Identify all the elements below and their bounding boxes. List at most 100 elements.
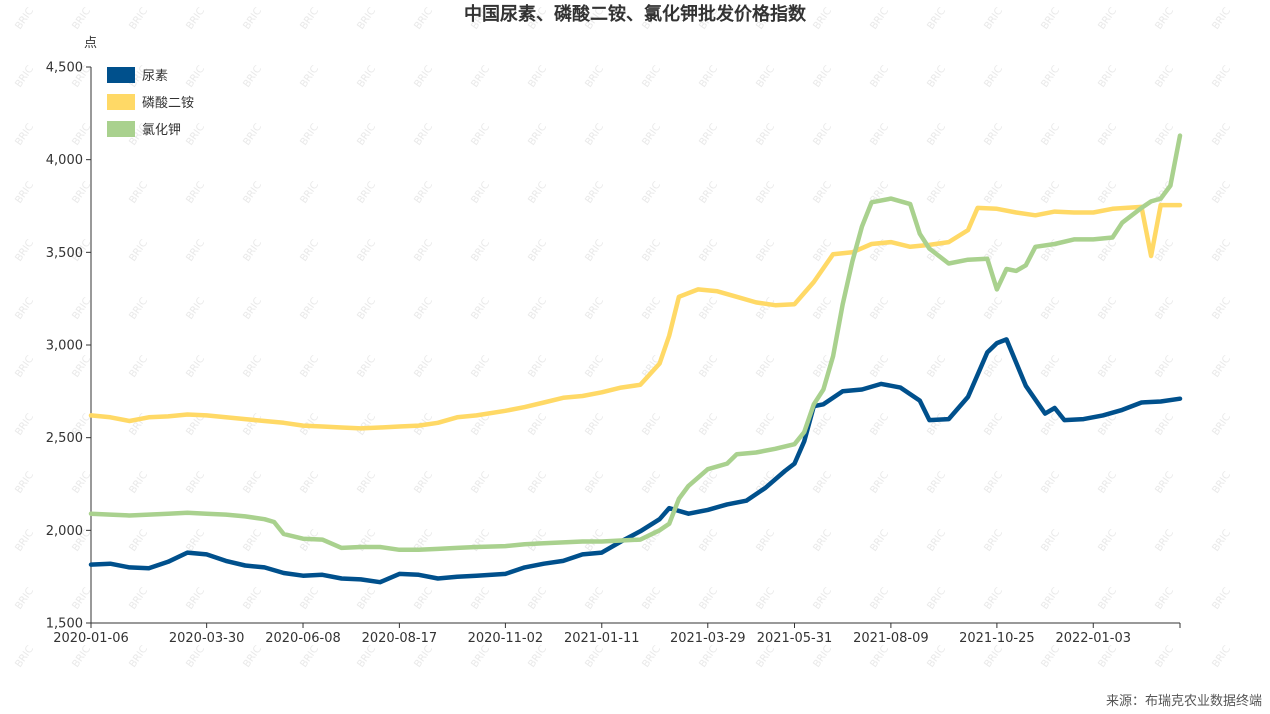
- watermark-text: BRIC: [184, 122, 207, 148]
- watermark-text: BRIC: [640, 586, 663, 612]
- y-tick-label: 4,500: [46, 61, 83, 76]
- watermark-text: BRIC: [13, 296, 36, 322]
- watermark-text: BRIC: [754, 64, 777, 90]
- watermark-text: BRIC: [127, 296, 150, 322]
- x-tick-label: 2021-01-11: [564, 631, 640, 646]
- watermark-text: BRIC: [1210, 586, 1233, 612]
- watermark-text: BRIC: [13, 586, 36, 612]
- watermark-text: BRIC: [868, 470, 891, 496]
- watermark-layer: BRIC BRIC BRIC BRIC BRIC BRIC BRIC BRIC BRIC BRIC…: [13, 6, 1233, 670]
- watermark-text: BRIC: [412, 122, 435, 148]
- watermark-text: BRIC: [70, 644, 93, 670]
- watermark-text: BRIC: [241, 644, 264, 670]
- y-axis-unit-label: 点: [84, 36, 97, 51]
- watermark-text: BRIC: [412, 470, 435, 496]
- watermark-text: BRIC: [184, 528, 207, 554]
- watermark-text: BRIC: [1096, 644, 1119, 670]
- watermark-text: BRIC: [241, 470, 264, 496]
- watermark-text: BRIC: [355, 412, 378, 438]
- watermark-text: BRIC: [1096, 354, 1119, 380]
- watermark-text: BRIC: [925, 64, 948, 90]
- watermark-text: BRIC: [982, 644, 1005, 670]
- watermark-text: BRIC: [583, 238, 606, 264]
- watermark-text: BRIC: [697, 412, 720, 438]
- watermark-text: BRIC: [811, 64, 834, 90]
- legend-swatch: [107, 121, 135, 137]
- watermark-text: BRIC: [1039, 644, 1062, 670]
- watermark-text: BRIC: [412, 586, 435, 612]
- watermark-text: BRIC: [1210, 64, 1233, 90]
- watermark-text: BRIC: [127, 528, 150, 554]
- watermark-text: BRIC: [982, 528, 1005, 554]
- watermark-text: BRIC: [355, 6, 378, 32]
- y-tick-label: 1,500: [46, 617, 83, 632]
- legend-label: 磷酸二铵: [142, 96, 194, 111]
- watermark-text: BRIC: [469, 64, 492, 90]
- watermark-text: BRIC: [1039, 122, 1062, 148]
- watermark-text: BRIC: [583, 354, 606, 380]
- watermark-text: BRIC: [355, 180, 378, 206]
- watermark-text: BRIC: [298, 122, 321, 148]
- watermark-text: BRIC: [355, 122, 378, 148]
- watermark-text: BRIC: [127, 470, 150, 496]
- watermark-text: BRIC: [526, 354, 549, 380]
- source-note: 来源：布瑞克农业数据终端: [1106, 693, 1262, 709]
- watermark-text: BRIC: [1153, 122, 1176, 148]
- watermark-text: BRIC: [13, 644, 36, 670]
- watermark-text: BRIC: [469, 180, 492, 206]
- watermark-text: BRIC: [925, 470, 948, 496]
- watermark-text: BRIC: [13, 528, 36, 554]
- watermark-text: BRIC: [526, 180, 549, 206]
- watermark-text: BRIC: [697, 64, 720, 90]
- watermark-text: BRIC: [697, 180, 720, 206]
- legend-label: 氯化钾: [142, 123, 181, 138]
- watermark-text: BRIC: [925, 180, 948, 206]
- watermark-text: BRIC: [1153, 238, 1176, 264]
- watermark-text: BRIC: [583, 64, 606, 90]
- watermark-text: BRIC: [526, 412, 549, 438]
- watermark-text: BRIC: [925, 122, 948, 148]
- watermark-text: BRIC: [1096, 238, 1119, 264]
- watermark-text: BRIC: [868, 296, 891, 322]
- watermark-text: BRIC: [70, 586, 93, 612]
- watermark-text: BRIC: [127, 238, 150, 264]
- watermark-text: BRIC: [127, 644, 150, 670]
- watermark-text: BRIC: [1153, 528, 1176, 554]
- watermark-text: BRIC: [982, 6, 1005, 32]
- watermark-text: BRIC: [298, 238, 321, 264]
- watermark-text: BRIC: [355, 238, 378, 264]
- watermark-text: BRIC: [298, 470, 321, 496]
- watermark-text: BRIC: [640, 296, 663, 322]
- watermark-text: BRIC: [1153, 6, 1176, 32]
- watermark-text: BRIC: [412, 644, 435, 670]
- x-tick-label: 2020-11-02: [468, 631, 544, 646]
- watermark-text: BRIC: [754, 586, 777, 612]
- watermark-text: BRIC: [526, 64, 549, 90]
- watermark-text: BRIC: [241, 296, 264, 322]
- watermark-text: BRIC: [1096, 6, 1119, 32]
- watermark-text: BRIC: [697, 644, 720, 670]
- watermark-text: BRIC: [355, 64, 378, 90]
- x-tick-label: 2022-01-03: [1055, 631, 1131, 646]
- watermark-text: BRIC: [241, 180, 264, 206]
- watermark-text: BRIC: [241, 528, 264, 554]
- watermark-text: BRIC: [355, 528, 378, 554]
- watermark-text: BRIC: [583, 470, 606, 496]
- watermark-text: BRIC: [982, 412, 1005, 438]
- watermark-text: BRIC: [184, 586, 207, 612]
- watermark-text: BRIC: [583, 296, 606, 322]
- watermark-text: BRIC: [241, 586, 264, 612]
- watermark-text: BRIC: [298, 6, 321, 32]
- watermark-text: BRIC: [184, 6, 207, 32]
- watermark-text: BRIC: [412, 354, 435, 380]
- watermark-text: BRIC: [1210, 412, 1233, 438]
- watermark-text: BRIC: [868, 6, 891, 32]
- watermark-text: BRIC: [1039, 6, 1062, 32]
- watermark-text: BRIC: [241, 412, 264, 438]
- watermark-text: BRIC: [355, 586, 378, 612]
- watermark-text: BRIC: [1153, 412, 1176, 438]
- series-line-3: [88, 133, 1183, 553]
- watermark-text: BRIC: [469, 296, 492, 322]
- watermark-text: BRIC: [1153, 586, 1176, 612]
- y-tick-label: 2,500: [46, 431, 83, 446]
